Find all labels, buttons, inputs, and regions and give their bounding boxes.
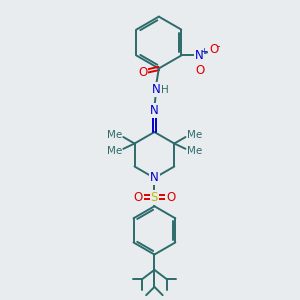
Text: Me: Me xyxy=(187,130,202,140)
Text: -: - xyxy=(217,41,220,51)
Text: N: N xyxy=(195,49,204,62)
Text: O: O xyxy=(134,190,143,204)
Text: O: O xyxy=(166,190,175,204)
Text: Me: Me xyxy=(107,130,122,140)
Text: +: + xyxy=(200,47,207,56)
Text: Me: Me xyxy=(107,146,122,156)
Text: Me: Me xyxy=(187,146,202,156)
Text: O: O xyxy=(209,43,218,56)
Text: S: S xyxy=(151,190,158,204)
Text: H: H xyxy=(161,85,169,94)
Text: N: N xyxy=(150,172,159,184)
Text: O: O xyxy=(195,64,204,77)
Text: N: N xyxy=(150,104,159,117)
Text: O: O xyxy=(138,66,147,80)
Text: N: N xyxy=(152,83,160,96)
